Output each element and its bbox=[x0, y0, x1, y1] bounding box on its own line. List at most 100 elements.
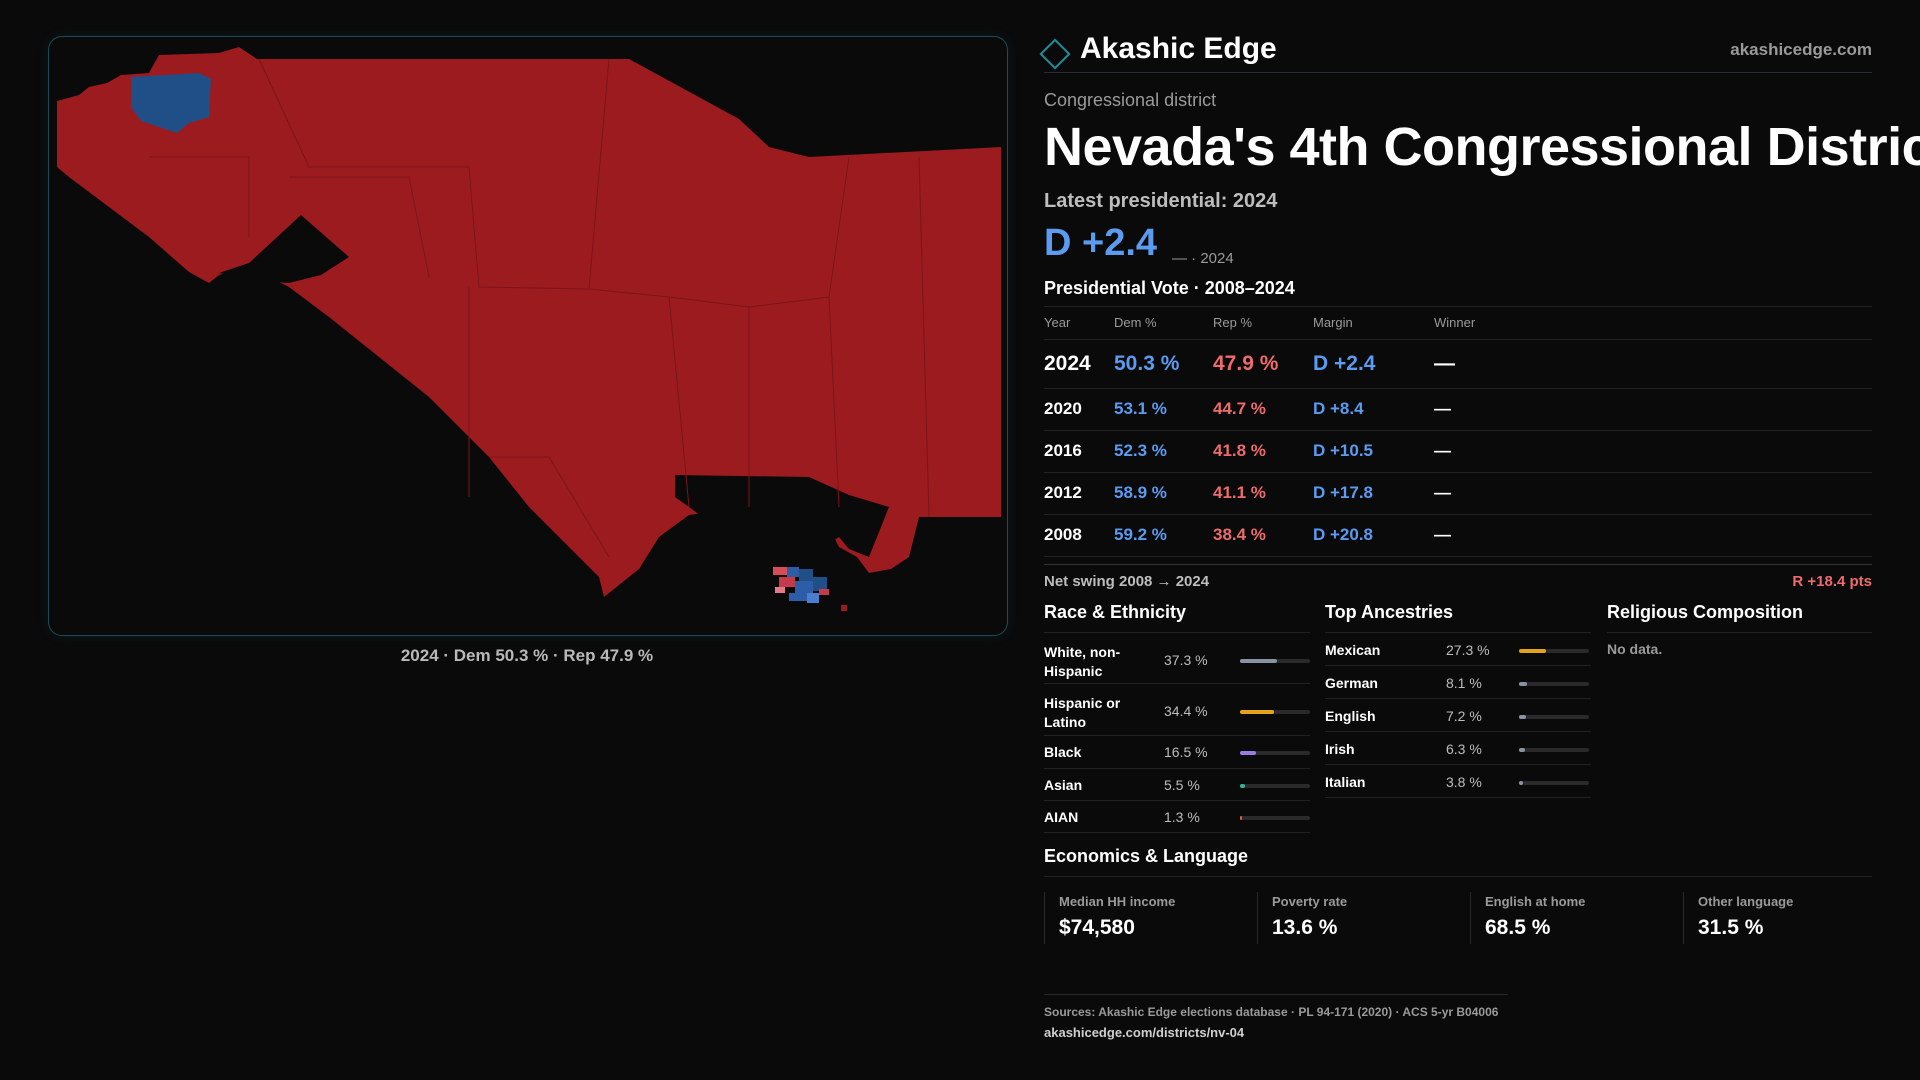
race-label: Black bbox=[1044, 744, 1082, 760]
religion-nodata: No data. bbox=[1607, 641, 1663, 657]
dem-region-north bbox=[131, 73, 211, 133]
col-dem: Dem % bbox=[1114, 315, 1157, 330]
excluded-basin bbox=[675, 475, 889, 563]
ancestry-pct: 3.8 % bbox=[1446, 774, 1482, 790]
row-winner: — bbox=[1434, 399, 1451, 418]
econ-value: 13.6 % bbox=[1272, 916, 1338, 939]
ancestry-bar bbox=[1519, 682, 1589, 686]
row-year: 2008 bbox=[1044, 525, 1082, 544]
row-margin: D +10.5 bbox=[1313, 441, 1374, 460]
row-year: 2016 bbox=[1044, 441, 1082, 460]
race-label: Asian bbox=[1044, 777, 1083, 793]
race-bar bbox=[1240, 659, 1310, 663]
row-winner: — bbox=[1434, 441, 1451, 460]
col-margin: Margin bbox=[1313, 315, 1353, 330]
district-map[interactable] bbox=[48, 36, 1008, 636]
map-svg bbox=[57, 47, 1001, 611]
brand-url[interactable]: akashicedge.com bbox=[1730, 40, 1872, 59]
list-item: Mexican 27.3 % bbox=[1325, 633, 1591, 666]
row-winner: — bbox=[1434, 352, 1455, 375]
county-boundaries bbox=[149, 58, 930, 558]
list-item: Black 16.5 % bbox=[1044, 736, 1310, 769]
presidential-vote-table: Year Dem % Rep % Margin Winner 2024 50.3… bbox=[1044, 306, 1872, 557]
row-dem: 53.1 % bbox=[1114, 399, 1167, 418]
ancestry-pct: 8.1 % bbox=[1446, 675, 1482, 691]
list-item: Italian 3.8 % bbox=[1325, 765, 1591, 798]
swing-label: Net swing 2008 → 2024 bbox=[1044, 573, 1210, 590]
row-year: 2020 bbox=[1044, 399, 1082, 418]
race-pct: 37.3 % bbox=[1164, 652, 1208, 668]
economics-heading: Economics & Language bbox=[1044, 846, 1872, 877]
econ-english-home: English at home 68.5 % bbox=[1470, 892, 1667, 944]
row-year: 2024 bbox=[1044, 352, 1091, 375]
table-row: 2020 53.1 % 44.7 % D +8.4 — bbox=[1044, 389, 1872, 431]
list-item: Asian 5.5 % bbox=[1044, 769, 1310, 801]
ancestry-label: Irish bbox=[1325, 741, 1355, 757]
row-winner: — bbox=[1434, 483, 1451, 502]
row-dem: 59.2 % bbox=[1114, 525, 1167, 544]
page-title: Nevada's 4th Congressional District bbox=[1044, 117, 1920, 177]
dem-region-urban bbox=[773, 567, 847, 611]
econ-label: English at home bbox=[1485, 894, 1586, 909]
net-swing: Net swing 2008 → 2024 R +18.4 pts bbox=[1044, 564, 1872, 595]
race-label: Hispanic or Latino bbox=[1044, 695, 1121, 730]
brand-name[interactable]: Akashic Edge bbox=[1080, 32, 1277, 65]
econ-value: 68.5 % bbox=[1485, 916, 1551, 939]
econ-label: Median HH income bbox=[1059, 894, 1176, 909]
row-rep: 44.7 % bbox=[1213, 399, 1266, 418]
econ-value: $74,580 bbox=[1059, 916, 1135, 939]
rep-region bbox=[57, 47, 1001, 597]
table-row: 2012 58.9 % 41.1 % D +17.8 — bbox=[1044, 473, 1872, 515]
row-margin: D +20.8 bbox=[1313, 525, 1374, 544]
ancestry-bar bbox=[1519, 715, 1589, 719]
row-winner: — bbox=[1434, 525, 1451, 544]
district-url-link[interactable]: akashicedge.com/districts/nv-04 bbox=[1044, 1025, 1245, 1040]
diamond-logo-icon bbox=[1039, 38, 1071, 70]
race-bar bbox=[1240, 710, 1310, 714]
race-heading: Race & Ethnicity bbox=[1044, 602, 1310, 633]
table-row: 2024 50.3 % 47.9 % D +2.4 — bbox=[1044, 340, 1872, 389]
header-bar: Akashic Edge akashicedge.com bbox=[1039, 32, 1872, 73]
race-pct: 5.5 % bbox=[1164, 777, 1200, 793]
col-rep: Rep % bbox=[1213, 315, 1253, 330]
econ-label: Poverty rate bbox=[1272, 894, 1348, 909]
table-row: 2016 52.3 % 41.8 % D +10.5 — bbox=[1044, 431, 1872, 473]
page-kicker: Congressional district bbox=[1044, 90, 1217, 110]
race-label: AIAN bbox=[1044, 809, 1079, 825]
ancestry-label: Mexican bbox=[1325, 642, 1381, 658]
latest-margin-sub: — · 2024 bbox=[1172, 250, 1234, 267]
ancestry-bar bbox=[1519, 748, 1589, 752]
sources-text: Sources: Akashic Edge elections database… bbox=[1044, 1005, 1499, 1019]
race-pct: 1.3 % bbox=[1164, 809, 1200, 825]
list-item: White, non-Hispanic 37.3 % bbox=[1044, 633, 1310, 684]
ancestry-label: Italian bbox=[1325, 774, 1366, 790]
econ-median-income: Median HH income $74,580 bbox=[1044, 892, 1241, 944]
row-year: 2012 bbox=[1044, 483, 1082, 502]
map-caption: 2024 · Dem 50.3 % · Rep 47.9 % bbox=[400, 646, 654, 665]
religion-heading: Religious Composition bbox=[1607, 602, 1872, 633]
ancestry-heading: Top Ancestries bbox=[1325, 602, 1591, 633]
religion-panel: Religious Composition No data. bbox=[1607, 602, 1872, 657]
list-item: Irish 6.3 % bbox=[1325, 732, 1591, 765]
ancestry-pct: 7.2 % bbox=[1446, 708, 1482, 724]
row-dem: 58.9 % bbox=[1114, 483, 1167, 502]
list-item: Hispanic or Latino 34.4 % bbox=[1044, 684, 1310, 736]
row-rep: 41.1 % bbox=[1213, 483, 1266, 502]
ancestries-panel: Top Ancestries Mexican 27.3 % German 8.1… bbox=[1325, 602, 1591, 798]
swing-value: R +18.4 pts bbox=[1792, 573, 1872, 590]
econ-label: Other language bbox=[1698, 894, 1794, 909]
race-pct: 16.5 % bbox=[1164, 744, 1208, 760]
list-item: English 7.2 % bbox=[1325, 699, 1591, 732]
list-item: AIAN 1.3 % bbox=[1044, 801, 1310, 833]
row-dem: 52.3 % bbox=[1114, 441, 1167, 460]
table-header: Year Dem % Rep % Margin Winner bbox=[1044, 306, 1872, 340]
row-margin: D +8.4 bbox=[1313, 399, 1364, 418]
col-winner: Winner bbox=[1434, 315, 1476, 330]
latest-margin: D +2.4 bbox=[1044, 222, 1158, 264]
ancestry-bar bbox=[1519, 781, 1589, 785]
row-margin: D +17.8 bbox=[1313, 483, 1374, 502]
map-base bbox=[57, 47, 1001, 597]
latest-presidential-label: Latest presidential: 2024 bbox=[1044, 190, 1278, 212]
excluded-area bbox=[219, 215, 349, 283]
vote-heading: Presidential Vote · 2008–2024 bbox=[1044, 278, 1295, 298]
